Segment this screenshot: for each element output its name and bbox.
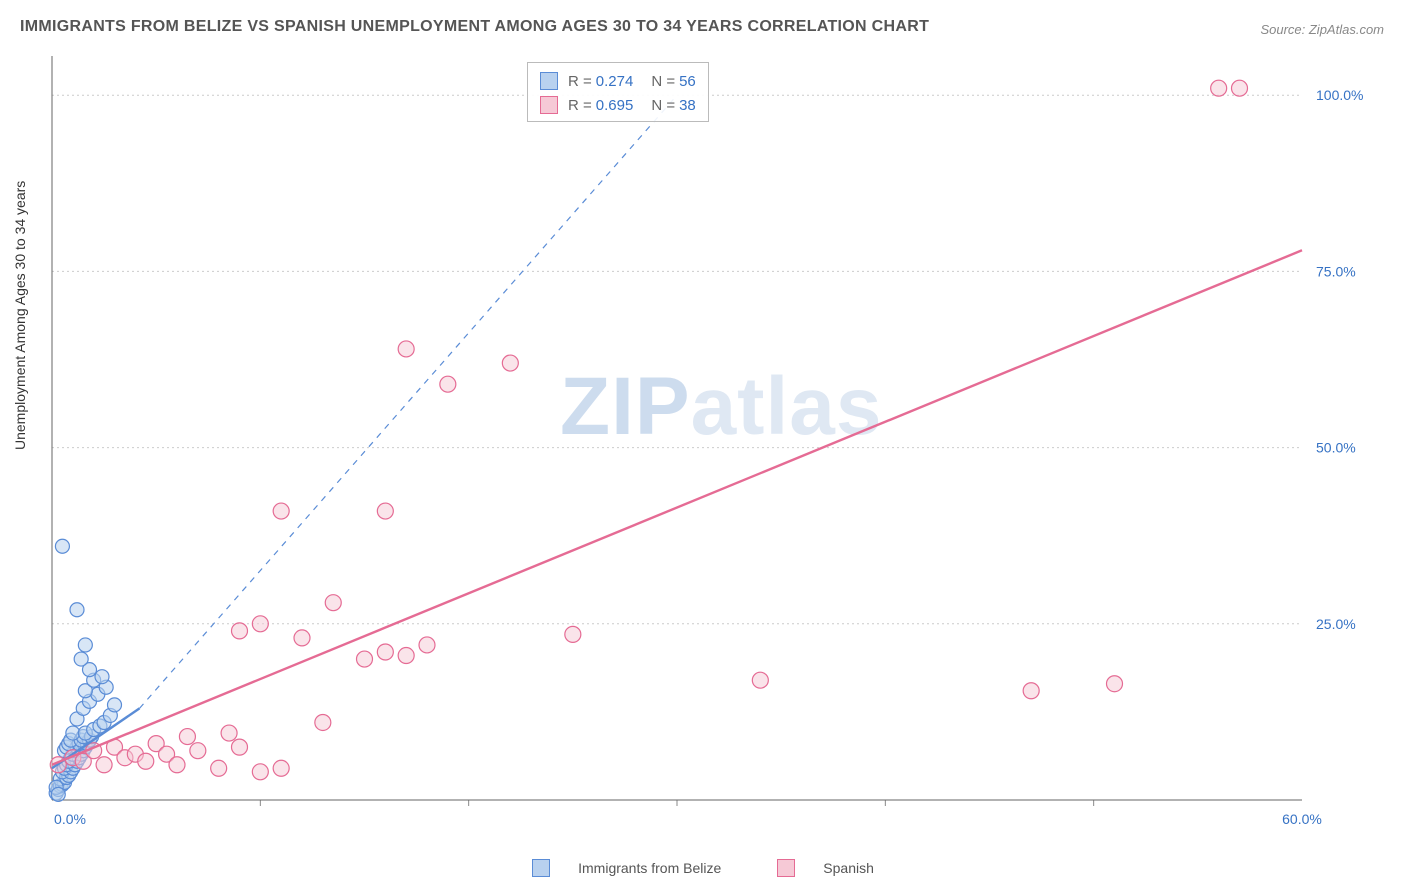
point-spanish bbox=[179, 729, 195, 745]
stat-row-spanish: R = 0.695 N = 38 bbox=[540, 93, 696, 117]
legend-swatch-belize bbox=[532, 859, 550, 877]
point-spanish bbox=[294, 630, 310, 646]
stat-r-value: 0.695 bbox=[596, 97, 634, 114]
legend-swatch-spanish bbox=[777, 859, 795, 877]
point-spanish bbox=[273, 503, 289, 519]
point-spanish bbox=[357, 651, 373, 667]
x-tick-label: 0.0% bbox=[54, 811, 86, 827]
point-belize bbox=[95, 670, 109, 684]
point-spanish bbox=[211, 760, 227, 776]
point-spanish bbox=[419, 637, 435, 653]
point-spanish bbox=[565, 626, 581, 642]
scatter-plot: 25.0% 50.0% 75.0% 100.0% 0.0% 60.0% bbox=[0, 0, 1406, 892]
x-tick-label: 60.0% bbox=[1282, 811, 1322, 827]
legend-bottom: Immigrants from Belize Spanish bbox=[0, 859, 1406, 880]
stat-r-label: R = bbox=[568, 73, 592, 90]
point-spanish bbox=[752, 672, 768, 688]
point-spanish bbox=[398, 648, 414, 664]
stat-n-value: 38 bbox=[679, 97, 696, 114]
point-spanish bbox=[1211, 80, 1227, 96]
point-belize bbox=[55, 539, 69, 553]
legend-item-spanish: Spanish bbox=[763, 859, 888, 877]
point-spanish bbox=[221, 725, 237, 741]
y-tick-label: 100.0% bbox=[1316, 87, 1363, 103]
stat-n-label: N = bbox=[651, 73, 675, 90]
point-spanish bbox=[232, 623, 248, 639]
stat-r-value: 0.274 bbox=[596, 73, 634, 90]
point-spanish bbox=[232, 739, 248, 755]
swatch-belize bbox=[540, 72, 558, 90]
point-spanish bbox=[1107, 676, 1123, 692]
legend-label-spanish: Spanish bbox=[823, 860, 874, 876]
point-spanish bbox=[440, 376, 456, 392]
point-spanish bbox=[96, 757, 112, 773]
point-spanish bbox=[398, 341, 414, 357]
point-spanish bbox=[169, 757, 185, 773]
point-spanish bbox=[252, 616, 268, 632]
chart-container: IMMIGRANTS FROM BELIZE VS SPANISH UNEMPL… bbox=[0, 0, 1406, 892]
stat-row-belize: R = 0.274 N = 56 bbox=[540, 69, 696, 93]
point-spanish bbox=[1232, 80, 1248, 96]
point-spanish bbox=[377, 644, 393, 660]
point-spanish bbox=[325, 595, 341, 611]
point-belize bbox=[78, 638, 92, 652]
point-spanish bbox=[252, 764, 268, 780]
swatch-spanish bbox=[540, 96, 558, 114]
point-spanish bbox=[1023, 683, 1039, 699]
legend-item-belize: Immigrants from Belize bbox=[518, 859, 735, 877]
point-spanish bbox=[190, 743, 206, 759]
point-spanish bbox=[315, 714, 331, 730]
y-tick-label: 25.0% bbox=[1316, 616, 1356, 632]
extrapolation-line-belize bbox=[140, 95, 678, 708]
legend-label-belize: Immigrants from Belize bbox=[578, 860, 721, 876]
stat-n-label: N = bbox=[651, 97, 675, 114]
y-tick-label: 75.0% bbox=[1316, 263, 1356, 279]
y-tick-label: 50.0% bbox=[1316, 440, 1356, 456]
point-spanish bbox=[377, 503, 393, 519]
stat-r-label: R = bbox=[568, 97, 592, 114]
correlation-stat-box: R = 0.274 N = 56 R = 0.695 N = 38 bbox=[527, 62, 709, 122]
stat-n-value: 56 bbox=[679, 73, 696, 90]
point-spanish bbox=[502, 355, 518, 371]
point-spanish bbox=[273, 760, 289, 776]
point-belize bbox=[74, 652, 88, 666]
point-belize bbox=[70, 603, 84, 617]
point-spanish bbox=[138, 753, 154, 769]
point-belize bbox=[51, 787, 65, 801]
point-belize bbox=[108, 698, 122, 712]
